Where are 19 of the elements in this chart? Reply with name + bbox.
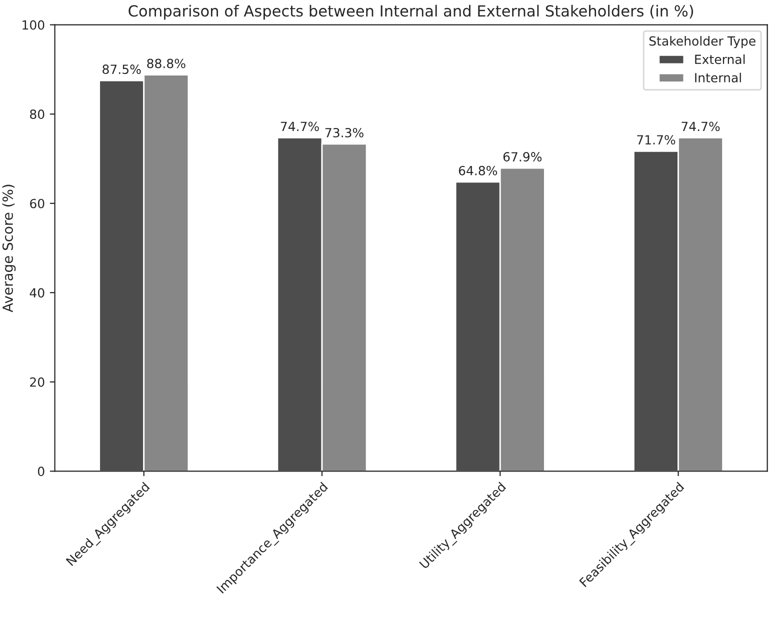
data-label: 64.8% xyxy=(458,166,498,176)
y-tick-label: 40 xyxy=(30,288,44,298)
data-label: 67.9% xyxy=(503,152,542,162)
data-label: 73.3% xyxy=(325,128,364,138)
legend-label: Internal xyxy=(695,72,741,82)
chart-title: Comparison of Aspects between Internal and External Stakeholders (in %) xyxy=(128,4,694,20)
data-label: 88.8% xyxy=(147,58,186,68)
y-tick-label: 60 xyxy=(30,198,44,208)
legend-title: Stakeholder Type xyxy=(649,36,756,48)
y-tick-label: 0 xyxy=(38,466,44,476)
y-tick-label: 80 xyxy=(30,110,44,120)
data-label: 74.7% xyxy=(280,122,319,132)
legend-label: External xyxy=(695,54,745,64)
y-tick-label: 20 xyxy=(30,377,44,387)
y-tick-label: 100 xyxy=(22,20,44,30)
y-axis-title: Average Score (%) xyxy=(2,184,16,312)
data-label: 87.5% xyxy=(102,64,141,74)
data-label: 71.7% xyxy=(637,135,676,145)
data-label: 74.7% xyxy=(682,122,720,132)
